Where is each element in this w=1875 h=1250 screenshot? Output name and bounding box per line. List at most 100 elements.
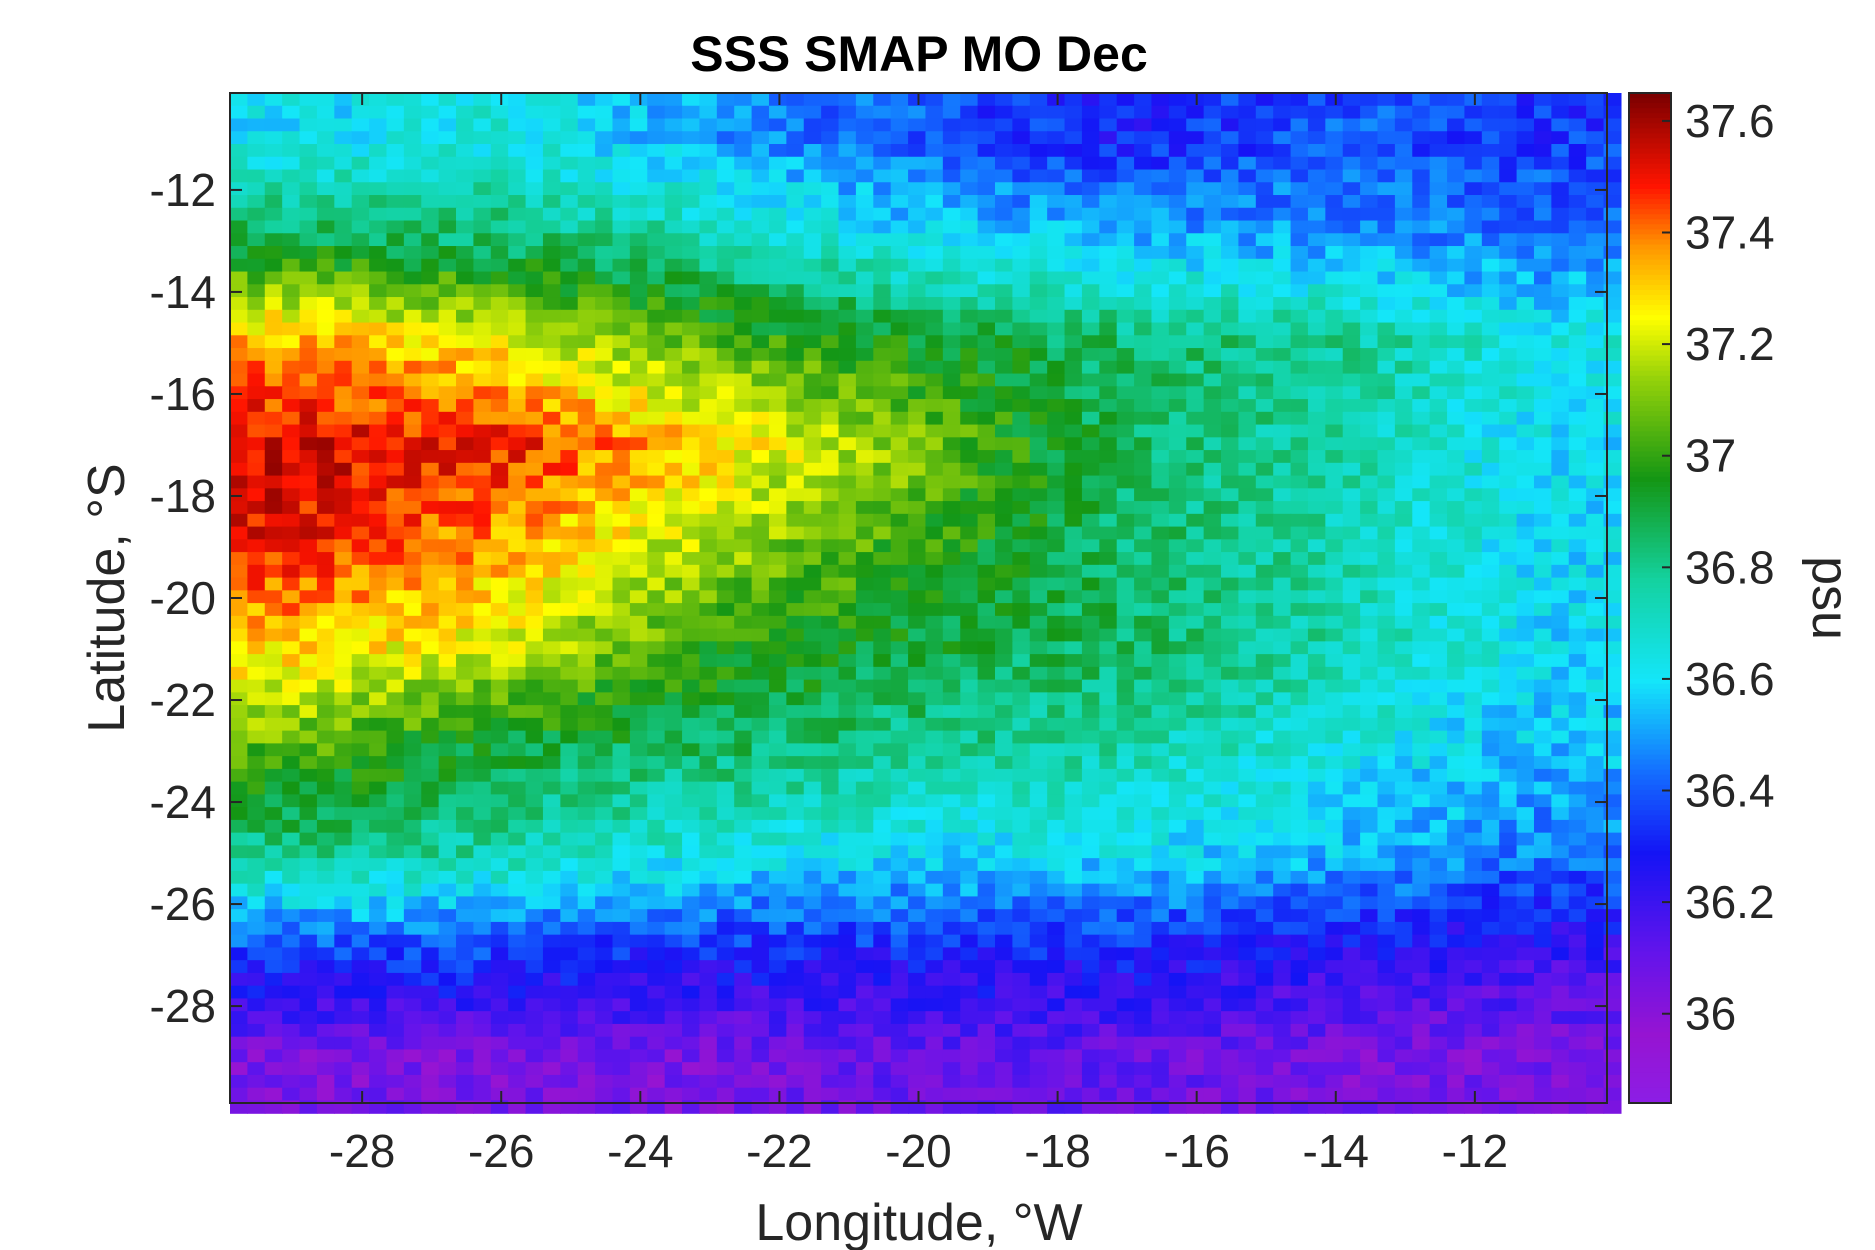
heatmap-cell — [821, 348, 840, 362]
heatmap-cell — [1290, 424, 1309, 438]
heatmap-cell — [1151, 169, 1170, 183]
heatmap-cell — [1238, 807, 1257, 821]
heatmap-cell — [960, 450, 979, 464]
heatmap-cell — [282, 870, 301, 885]
heatmap-cell — [1186, 93, 1205, 107]
heatmap-cell — [1533, 386, 1552, 400]
heatmap-cell — [873, 628, 892, 642]
heatmap-cell — [751, 233, 770, 247]
heatmap-cell — [1533, 628, 1552, 642]
heatmap-cell — [1151, 284, 1170, 298]
heatmap-cell — [1342, 195, 1361, 209]
heatmap-cell — [508, 297, 527, 311]
heatmap-cell — [1081, 705, 1100, 719]
heatmap-cell — [612, 233, 631, 247]
heatmap-cell — [1099, 743, 1118, 757]
heatmap-cell — [1447, 488, 1466, 502]
heatmap-cell — [1325, 705, 1344, 719]
heatmap-cell — [1481, 246, 1500, 260]
heatmap-cell — [1394, 858, 1413, 872]
heatmap-cell — [890, 411, 909, 426]
heatmap-cell — [838, 590, 857, 604]
heatmap-cell — [595, 781, 614, 795]
heatmap-cell — [473, 552, 492, 566]
heatmap-cell — [1307, 386, 1326, 400]
heatmap-cell — [490, 590, 509, 604]
heatmap-cell — [716, 297, 735, 311]
heatmap-cell — [316, 539, 335, 553]
heatmap-cell — [890, 743, 909, 757]
heatmap-cell — [647, 794, 666, 808]
heatmap-cell — [768, 233, 787, 247]
heatmap-cell — [1499, 870, 1518, 885]
heatmap-cell — [977, 399, 996, 413]
heatmap-cell — [247, 322, 266, 336]
heatmap-cell — [1168, 182, 1187, 196]
heatmap-cell — [1029, 845, 1048, 859]
heatmap-cell — [247, 258, 266, 273]
heatmap-cell — [1064, 845, 1083, 859]
heatmap-cell — [438, 819, 457, 834]
heatmap-cell — [490, 603, 509, 617]
heatmap-cell — [1186, 322, 1205, 336]
heatmap-cell — [316, 437, 335, 451]
heatmap-cell — [351, 386, 370, 400]
heatmap-cell — [1029, 819, 1048, 834]
heatmap-cell — [1516, 475, 1535, 489]
heatmap-cell — [1186, 105, 1205, 120]
heatmap-cell — [1568, 93, 1587, 107]
heatmap-cell — [1603, 870, 1622, 885]
heatmap-cell — [925, 819, 944, 834]
heatmap-cell — [1360, 144, 1379, 158]
heatmap-cell — [1307, 654, 1326, 668]
heatmap-cell — [1047, 258, 1066, 273]
heatmap-cell — [699, 411, 718, 426]
heatmap-cell — [264, 399, 283, 413]
heatmap-cell — [786, 105, 805, 120]
heatmap-cell — [664, 717, 683, 732]
heatmap-cell — [786, 768, 805, 783]
heatmap-cell — [942, 577, 961, 591]
heatmap-cell — [925, 360, 944, 375]
heatmap-cell — [908, 335, 927, 349]
heatmap-cell — [334, 207, 353, 222]
heatmap-cell — [1586, 717, 1605, 732]
heatmap-cell — [560, 246, 579, 260]
heatmap-cell — [1533, 564, 1552, 579]
heatmap-cell — [1429, 246, 1448, 260]
heatmap-cell — [1290, 781, 1309, 795]
heatmap-cell — [1360, 590, 1379, 604]
heatmap-cell — [1412, 832, 1431, 846]
heatmap-cell — [1151, 705, 1170, 719]
heatmap-cell — [282, 794, 301, 808]
heatmap-cell — [282, 692, 301, 706]
heatmap-cell — [1360, 462, 1379, 477]
heatmap-cell — [264, 577, 283, 591]
heatmap-cell — [612, 373, 631, 387]
heatmap-cell — [1499, 348, 1518, 362]
heatmap-cell — [1116, 756, 1135, 770]
heatmap-cell — [1307, 195, 1326, 209]
heatmap-cell — [1516, 131, 1535, 145]
heatmap-cell — [1134, 641, 1153, 655]
heatmap-cell — [1412, 692, 1431, 706]
heatmap-cell — [1481, 373, 1500, 387]
heatmap-cell — [1099, 705, 1118, 719]
heatmap-cell — [803, 807, 822, 821]
heatmap-cell — [560, 309, 579, 324]
heatmap-cell — [1377, 845, 1396, 859]
heatmap-cell — [1203, 845, 1222, 859]
heatmap-cell — [908, 271, 927, 285]
heatmap-cell — [1116, 654, 1135, 668]
heatmap-cell — [838, 373, 857, 387]
heatmap-cell — [768, 182, 787, 196]
heatmap-cell — [1533, 819, 1552, 834]
heatmap-cell — [1307, 297, 1326, 311]
heatmap-cell — [925, 182, 944, 196]
heatmap-cell — [1012, 182, 1031, 196]
heatmap-cell — [977, 717, 996, 732]
heatmap-cell — [473, 144, 492, 158]
heatmap-cell — [369, 501, 388, 515]
heatmap-cell — [751, 297, 770, 311]
